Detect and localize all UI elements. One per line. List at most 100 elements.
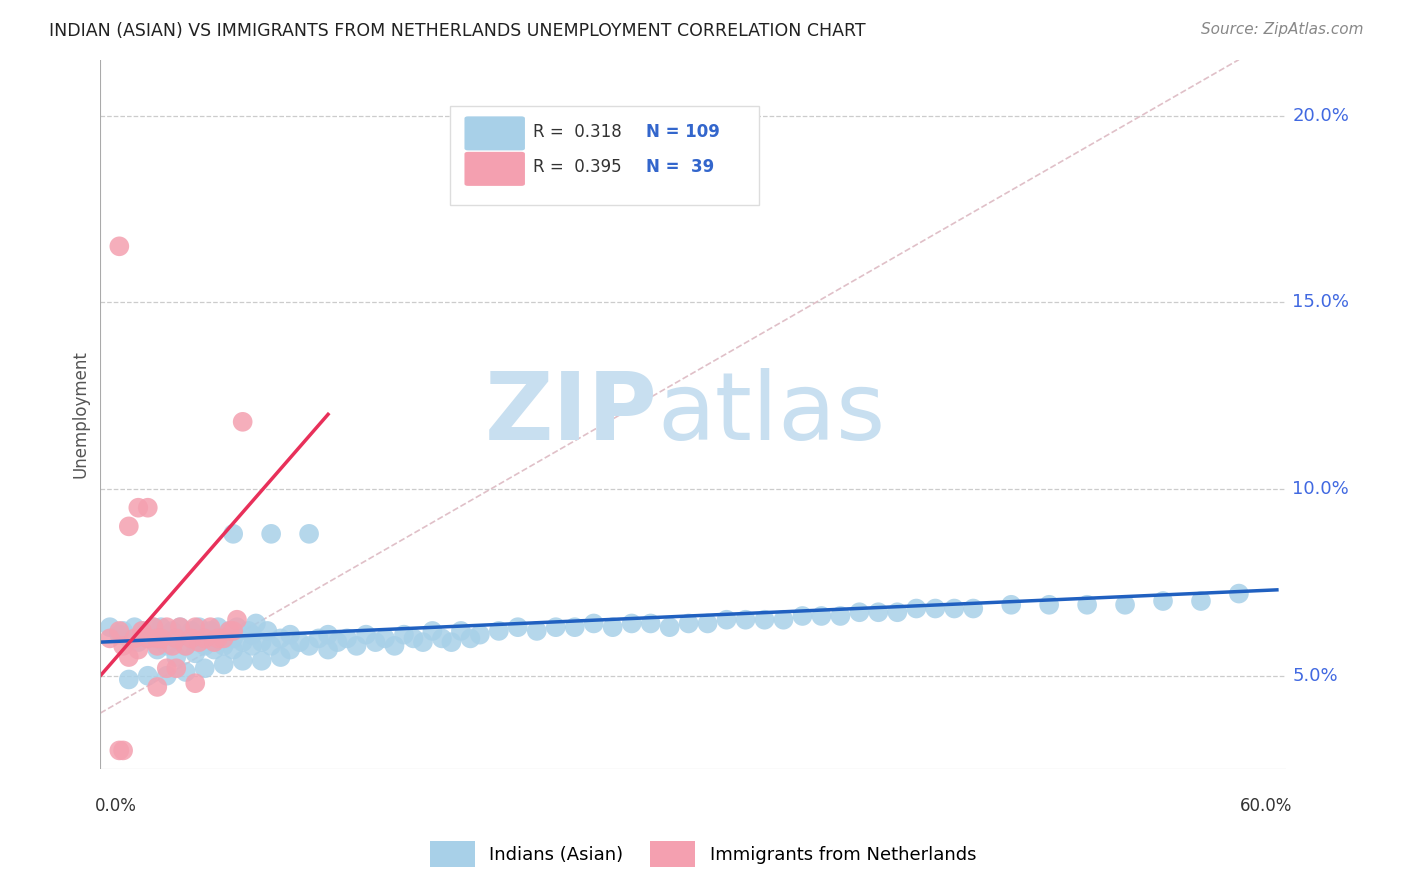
Text: N =  39: N = 39	[645, 159, 714, 177]
Point	[1076, 598, 1098, 612]
Point	[450, 624, 472, 638]
Point	[1114, 598, 1136, 612]
Point	[112, 743, 135, 757]
Point	[734, 613, 756, 627]
Point	[156, 661, 179, 675]
Point	[200, 620, 222, 634]
Point	[124, 620, 146, 634]
Point	[256, 624, 278, 638]
Point	[772, 613, 794, 627]
Point	[620, 616, 643, 631]
Text: ZIP: ZIP	[485, 368, 658, 460]
Point	[207, 632, 229, 646]
Point	[131, 624, 153, 638]
Point	[384, 639, 406, 653]
Point	[162, 624, 184, 638]
Point	[146, 680, 169, 694]
Point	[564, 620, 586, 634]
Point	[288, 635, 311, 649]
Point	[194, 639, 217, 653]
Point	[212, 639, 235, 653]
Point	[962, 601, 984, 615]
Point	[202, 632, 225, 646]
Point	[544, 620, 567, 634]
Point	[212, 657, 235, 672]
Point	[202, 635, 225, 649]
Point	[218, 624, 240, 638]
Text: Source: ZipAtlas.com: Source: ZipAtlas.com	[1201, 22, 1364, 37]
Point	[180, 624, 202, 638]
Point	[98, 620, 121, 634]
Point	[924, 601, 946, 615]
Point	[112, 624, 135, 638]
Text: R =  0.318: R = 0.318	[533, 123, 621, 141]
Point	[200, 624, 222, 638]
Point	[392, 627, 415, 641]
Point	[232, 415, 254, 429]
Point	[184, 676, 207, 690]
Point	[218, 624, 240, 638]
Point	[146, 632, 169, 646]
Text: 60.0%: 60.0%	[1240, 797, 1292, 815]
Point	[374, 632, 396, 646]
Point	[184, 646, 207, 660]
Point	[150, 620, 173, 634]
Point	[127, 635, 149, 649]
Point	[678, 616, 700, 631]
Point	[316, 642, 339, 657]
FancyBboxPatch shape	[464, 116, 524, 151]
Point	[308, 632, 330, 646]
Point	[156, 669, 179, 683]
Point	[156, 639, 179, 653]
Point	[1038, 598, 1060, 612]
Point	[165, 661, 187, 675]
Point	[412, 635, 434, 649]
Point	[118, 632, 141, 646]
Point	[326, 635, 349, 649]
Text: 10.0%: 10.0%	[1292, 480, 1348, 498]
Point	[184, 632, 207, 646]
Point	[169, 620, 191, 634]
Point	[278, 627, 301, 641]
Point	[240, 627, 263, 641]
Point	[108, 624, 131, 638]
Point	[260, 639, 283, 653]
Point	[222, 632, 245, 646]
Point	[108, 239, 131, 253]
Point	[232, 654, 254, 668]
Y-axis label: Unemployment: Unemployment	[72, 351, 89, 478]
Point	[174, 639, 197, 653]
Point	[716, 613, 738, 627]
Point	[868, 605, 890, 619]
Point	[460, 632, 482, 646]
Point	[188, 635, 211, 649]
Point	[124, 632, 146, 646]
Point	[136, 500, 159, 515]
Point	[240, 639, 263, 653]
Point	[943, 601, 966, 615]
Point	[169, 620, 191, 634]
Point	[298, 639, 321, 653]
Point	[440, 635, 463, 649]
Point	[1152, 594, 1174, 608]
Text: 20.0%: 20.0%	[1292, 107, 1350, 125]
Point	[250, 635, 273, 649]
Point	[905, 601, 928, 615]
Point	[165, 632, 187, 646]
Point	[184, 620, 207, 634]
Point	[422, 624, 444, 638]
Point	[146, 632, 169, 646]
Point	[336, 632, 359, 646]
Point	[142, 620, 165, 634]
Point	[278, 642, 301, 657]
Point	[1227, 586, 1250, 600]
Point	[245, 616, 267, 631]
Point	[848, 605, 870, 619]
Point	[136, 669, 159, 683]
Point	[640, 616, 662, 631]
Point	[174, 665, 197, 679]
Text: 5.0%: 5.0%	[1292, 666, 1339, 685]
Point	[270, 650, 292, 665]
Point	[232, 635, 254, 649]
Point	[270, 632, 292, 646]
